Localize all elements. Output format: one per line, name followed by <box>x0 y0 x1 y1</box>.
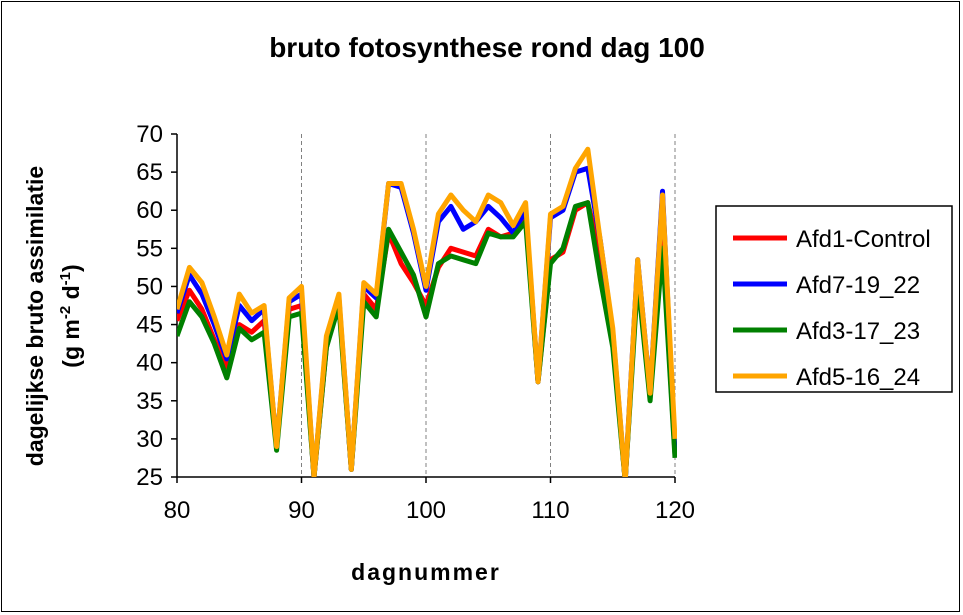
x-tick-label-120: 120 <box>655 497 695 524</box>
y-axis-label-line2: (g m-2 d-1) <box>57 264 84 367</box>
y-tick-label-70: 70 <box>136 121 163 148</box>
y-tick-label-40: 40 <box>136 350 163 377</box>
ticks: 25 30 35 40 45 50 55 60 65 70 80 90 100 110 120 <box>136 121 695 524</box>
x-axis-label: dagnummer <box>351 559 501 585</box>
y-tick-label-50: 50 <box>136 273 163 300</box>
series-lines <box>177 146 677 477</box>
y-tick-label-60: 60 <box>136 197 163 224</box>
legend-label-4: Afd5-16_24 <box>796 364 920 391</box>
x-tick-label-80: 80 <box>164 497 191 524</box>
x-tick-label-110: 110 <box>531 497 569 524</box>
legend-label-1: Afd1-Control <box>796 226 931 253</box>
y-axis-label-line1: dagelijkse bruto assimilatie <box>22 166 48 466</box>
y-tick-label-25: 25 <box>136 464 163 491</box>
legend-label-3: Afd3-17_23 <box>796 318 920 345</box>
x-tick-label-100: 100 <box>406 497 446 524</box>
y-tick-label-35: 35 <box>136 388 163 415</box>
series-line-3 <box>177 200 677 477</box>
legend-label-2: Afd7-19_22 <box>796 272 920 299</box>
chart-title: bruto fotosynthese rond dag 100 <box>269 32 705 63</box>
x-tick-label-90: 90 <box>288 497 315 524</box>
y-tick-label-65: 65 <box>136 159 163 186</box>
y-tick-label-30: 30 <box>136 426 163 453</box>
y-tick-label-45: 45 <box>136 312 163 339</box>
series-line-4 <box>177 146 677 477</box>
y-tick-label-55: 55 <box>136 235 163 262</box>
legend: Afd1-Control Afd7-19_22 Afd3-17_23 Afd5-16_… <box>733 226 931 391</box>
